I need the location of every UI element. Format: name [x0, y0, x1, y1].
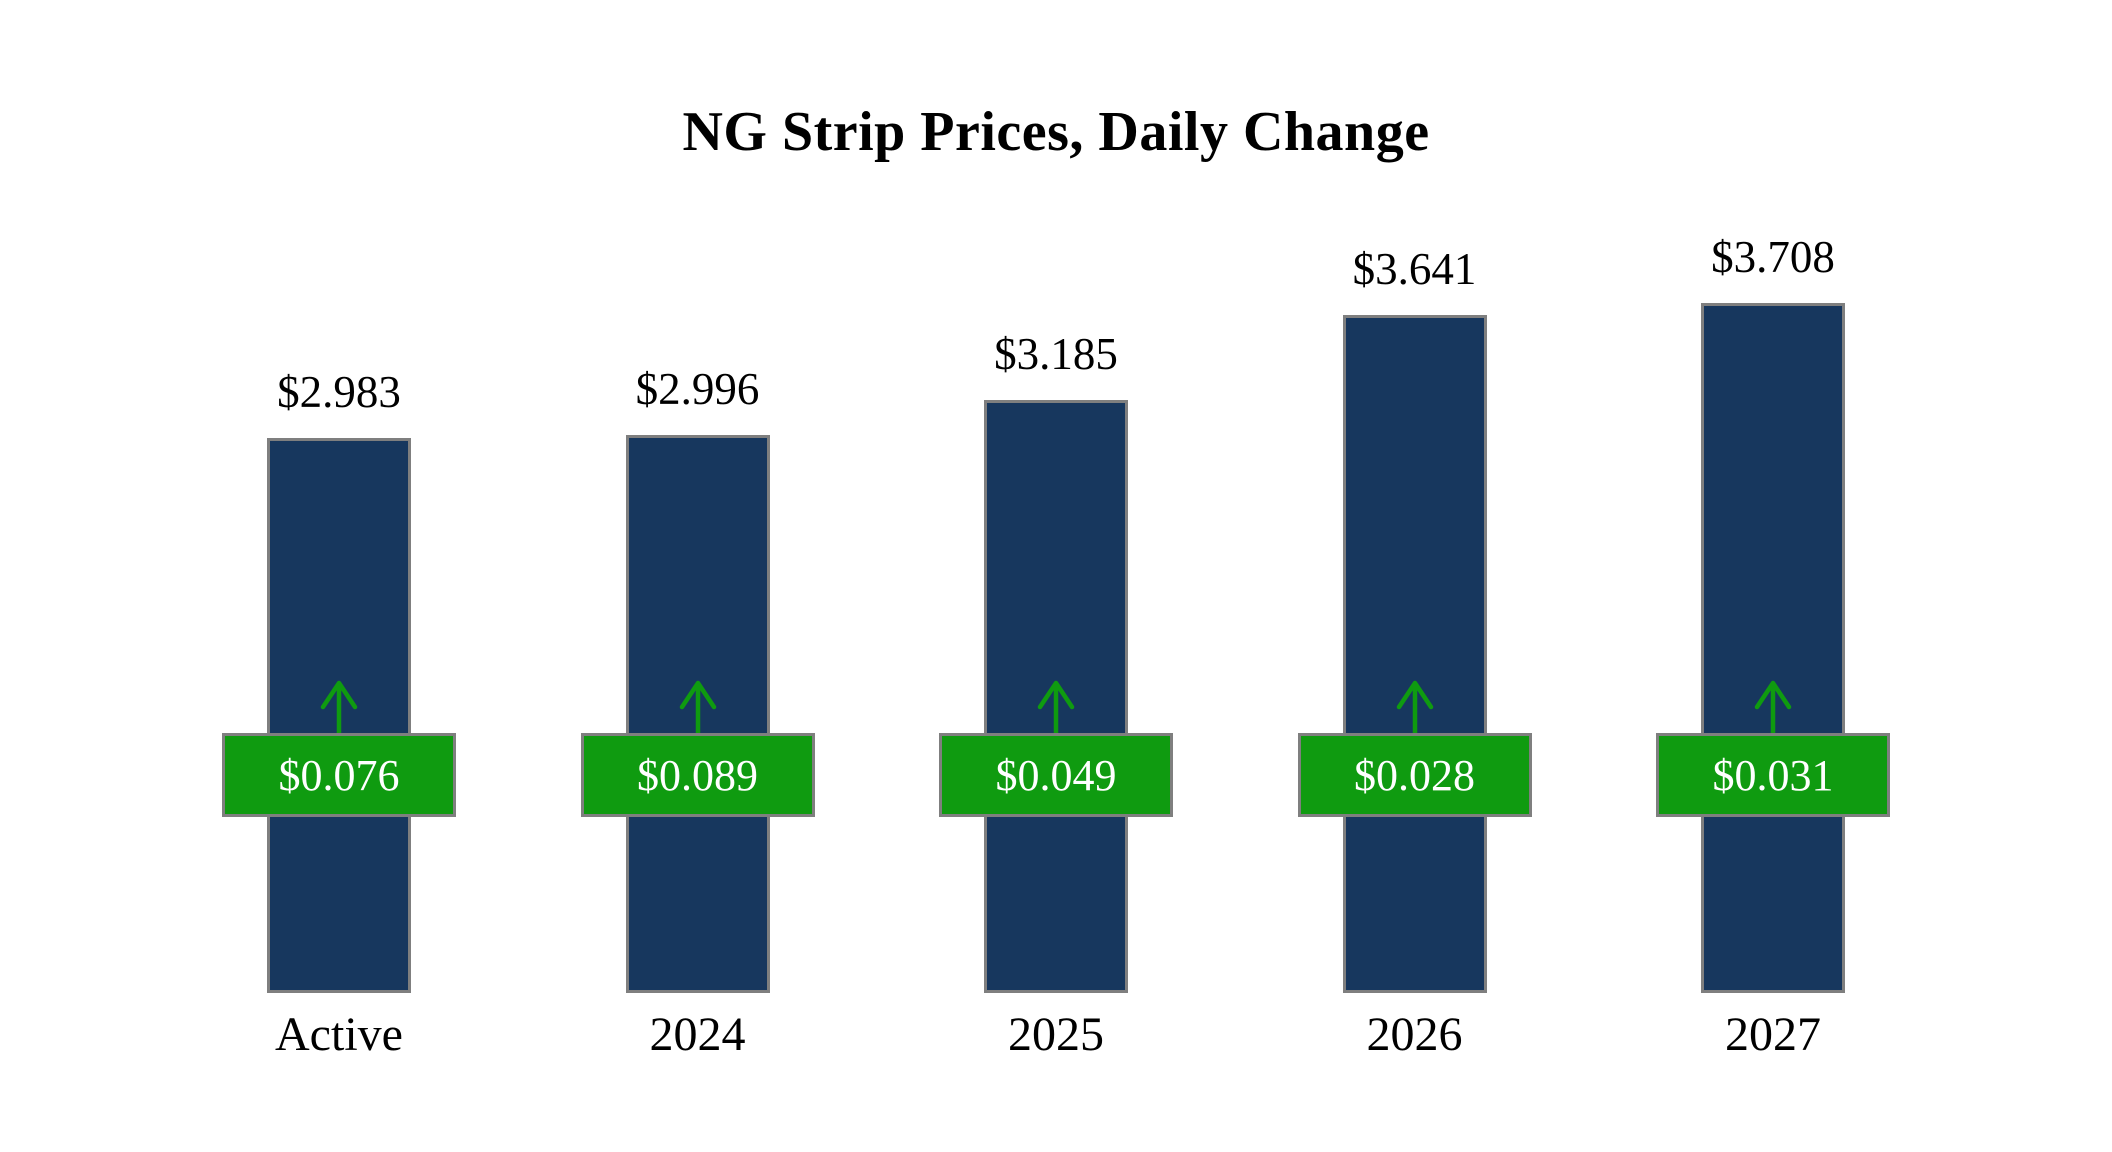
price-label: $3.185 [994, 329, 1118, 379]
category-label: 2026 [1366, 1008, 1463, 1061]
category-label: Active [275, 1008, 403, 1061]
daily-change-badge: $0.076 [222, 733, 456, 817]
up-arrow-icon [1392, 679, 1438, 740]
up-arrow-icon [1033, 679, 1079, 740]
category-label: 2024 [649, 1008, 746, 1061]
daily-change-value: $0.076 [278, 750, 400, 800]
price-label: $2.983 [277, 367, 401, 417]
up-arrow-icon [675, 679, 721, 740]
price-label: $3.708 [1711, 232, 1835, 282]
price-label: $3.641 [1352, 244, 1477, 294]
daily-change-value: $0.049 [995, 750, 1117, 800]
up-arrow-icon [1750, 679, 1796, 740]
daily-change-value: $0.031 [1712, 750, 1834, 800]
daily-change-badge: $0.089 [580, 733, 815, 817]
daily-change-value: $0.089 [637, 750, 758, 800]
daily-change-badge: $0.028 [1297, 733, 1532, 817]
category-label: 2027 [1725, 1008, 1821, 1061]
price-label: $2.996 [635, 364, 760, 414]
daily-change-badge: $0.031 [1656, 733, 1890, 817]
daily-change-value: $0.028 [1354, 750, 1475, 800]
price-bar [1701, 303, 1845, 993]
chart-title: NG Strip Prices, Daily Change [682, 101, 1430, 163]
daily-change-badge: $0.049 [939, 733, 1173, 817]
up-arrow-icon [316, 679, 362, 740]
price-bar [625, 435, 770, 993]
category-label: 2025 [1008, 1008, 1104, 1061]
price-bar [1342, 315, 1487, 993]
